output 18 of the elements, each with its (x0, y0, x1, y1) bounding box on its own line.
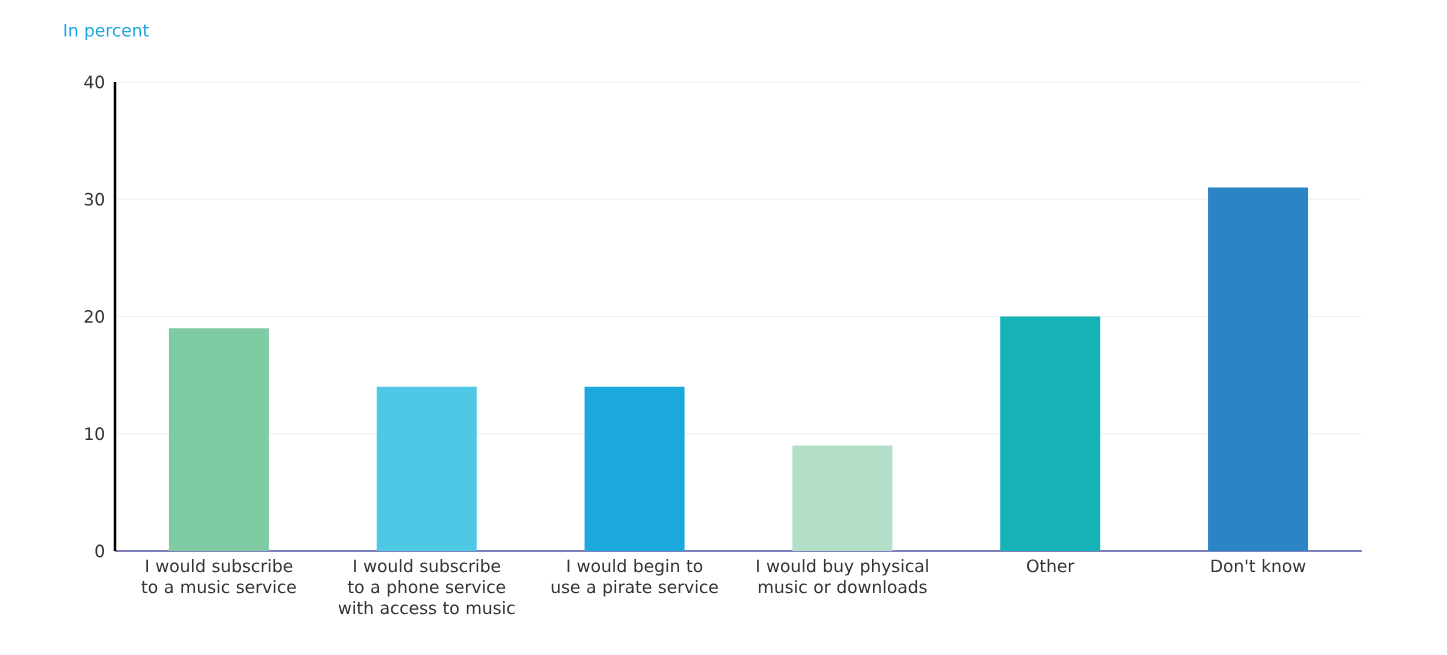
x-tick-label: Other (1027, 559, 1075, 573)
bar (376, 386, 477, 551)
x-tick-label: I would subscribe to a music service (141, 559, 296, 594)
bar (1000, 316, 1101, 551)
bar (168, 328, 269, 551)
y-tick-label: 40 (84, 75, 104, 89)
y-tick-label: 30 (84, 192, 104, 206)
x-tick-label: I would begin to use a pirate service (551, 559, 718, 597)
y-tick-label: 20 (84, 310, 104, 323)
bar (792, 445, 893, 551)
bar (1208, 187, 1309, 551)
x-tick-label: I would buy physical music or downloads (757, 559, 928, 594)
x-tick-label: Don't know (1211, 559, 1306, 573)
y-tick-label: 10 (85, 427, 104, 441)
x-tick-label: I would subscribe to a phone service with access to music (338, 559, 515, 615)
bar (584, 386, 685, 551)
y-tick-label: 0 (95, 544, 105, 558)
chart-title: In percent (64, 24, 149, 40)
